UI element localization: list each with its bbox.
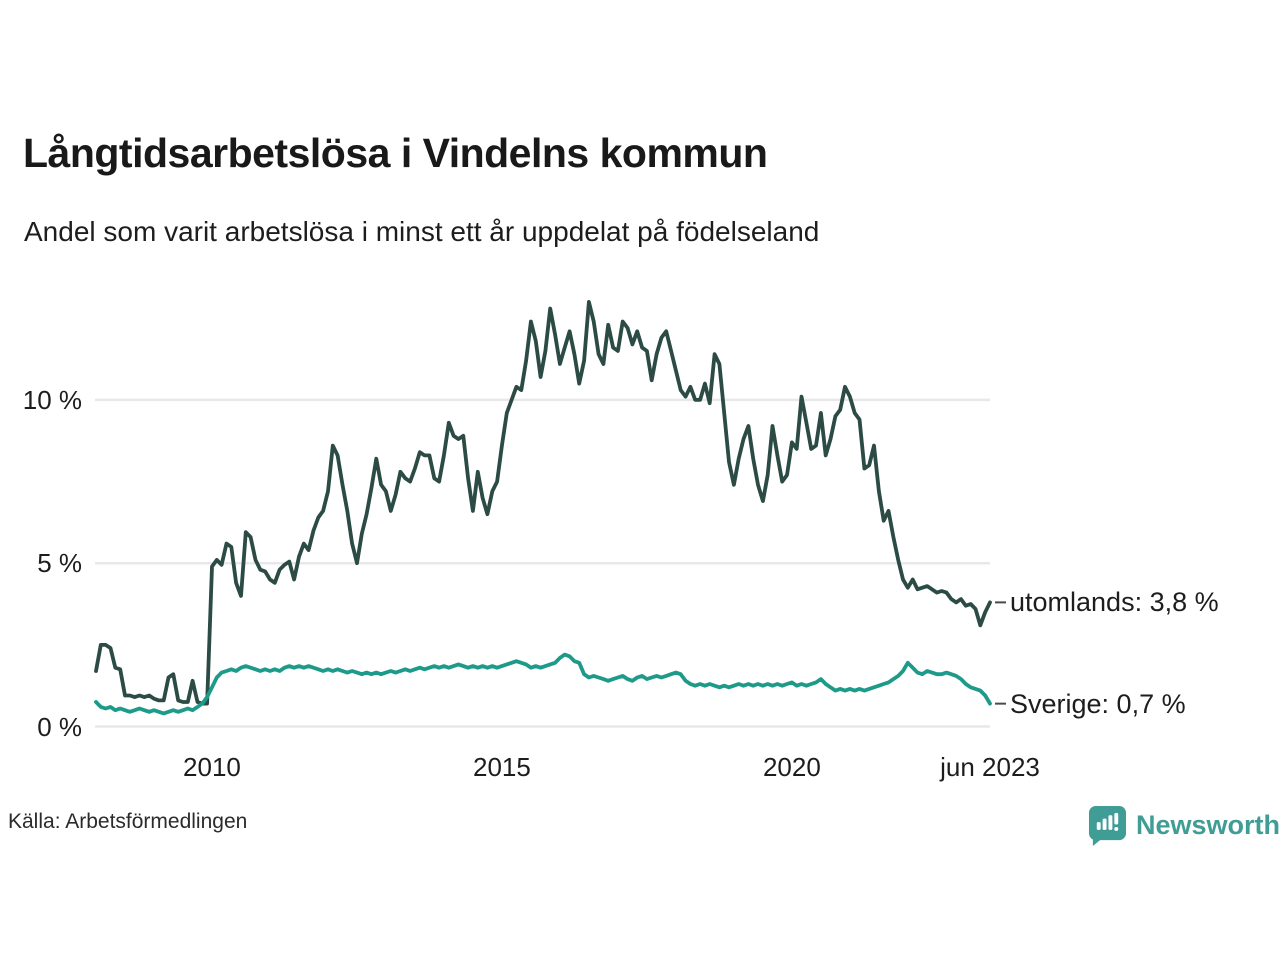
x-tick-label-2015: 2015 <box>473 752 531 782</box>
x-tick-label-2010: 2010 <box>183 752 241 782</box>
line-utomlands <box>94 299 992 706</box>
chart-lines <box>94 299 992 716</box>
x-tick-label-jun2023: jun 2023 <box>940 752 1040 782</box>
end-tick-dashes <box>995 601 1006 705</box>
page-subtitle: Andel som varit arbetslösa i minst ett å… <box>24 216 820 247</box>
y-tick-label-10: 10 % <box>22 384 82 415</box>
series-label-utomlands: utomlands: 3,8 % <box>1010 587 1219 618</box>
brand-logo: Newsworthy <box>1088 805 1280 846</box>
line-Sverige <box>94 652 992 716</box>
source-note: Källa: Arbetsförmedlingen <box>8 810 248 833</box>
gridlines <box>95 398 990 728</box>
series-label-sverige: Sverige: 0,7 % <box>1010 688 1186 719</box>
y-tick-label-0: 0 % <box>37 711 82 742</box>
brand-wordmark: Newsworthy <box>1136 810 1280 840</box>
y-tick-label-5: 5 % <box>37 548 82 579</box>
x-tick-label-2020: 2020 <box>762 752 821 782</box>
page-title: Långtidsarbetslösa i Vindelns kommun <box>23 130 768 176</box>
newsworthy-icon <box>1088 806 1127 846</box>
